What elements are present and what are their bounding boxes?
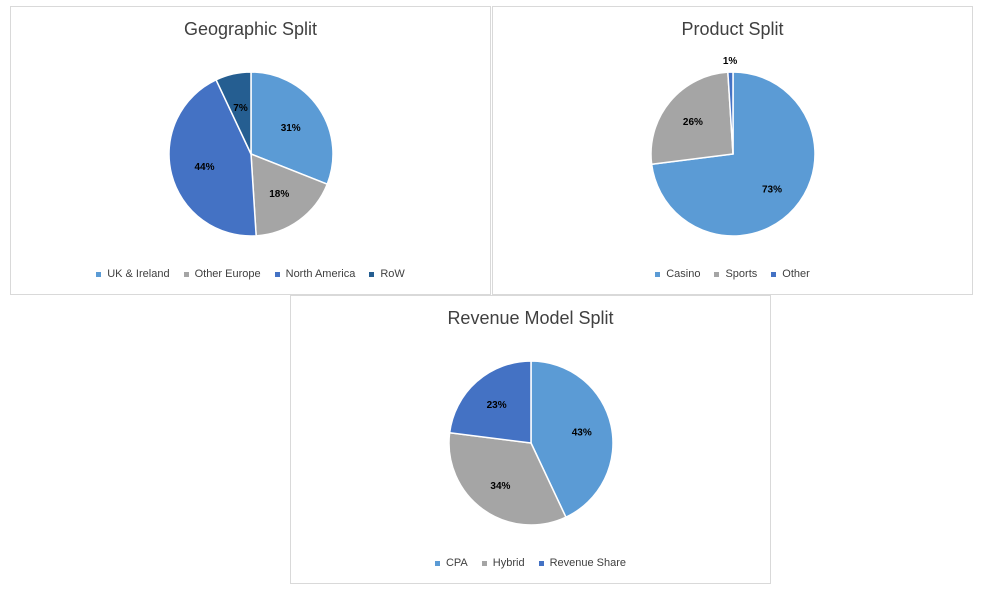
legend-swatch (655, 271, 661, 277)
legend-swatch (538, 560, 544, 566)
geographic-split-chart: Geographic Split 31% 18% 44% 7% UK & Irelan… (10, 6, 491, 295)
legend: CPA Hybrid Revenue Share (291, 557, 770, 569)
data-label: 34% (490, 481, 510, 492)
legend: UK & Ireland Other Europe North America RoW (11, 268, 490, 280)
data-label: 43% (572, 428, 592, 439)
legend-label: Hybrid (492, 557, 525, 569)
legend-item: UK & Ireland (96, 268, 170, 280)
pie-slice-revenue-share (448, 360, 532, 444)
pie-slice-uk-ireland (250, 71, 334, 186)
legend: Casino Sports Other (493, 268, 972, 280)
legend-label: Revenue Share (549, 557, 627, 569)
pie-chart: 31% 18% 44% 7% (168, 71, 334, 237)
data-label: 18% (269, 189, 289, 200)
pie-slice-cpa (530, 360, 614, 519)
legend-swatch (714, 271, 720, 277)
pie-slice-row (215, 71, 252, 155)
data-label: 23% (487, 400, 507, 411)
legend-item: Sports (714, 268, 757, 280)
data-label: 7% (233, 103, 248, 114)
legend-item: Revenue Share (538, 557, 627, 569)
pie-slice-other-europe (250, 152, 329, 237)
legend-label: Sports (725, 268, 758, 280)
revenue-model-split-chart: Revenue Model Split 43% 34% 23% CPA Hybrid R… (290, 295, 771, 584)
legend-item: Hybrid (481, 557, 525, 569)
legend-item: RoW (369, 268, 405, 280)
data-label: 1% (723, 56, 738, 67)
chart-title: Product Split (681, 19, 784, 39)
pie-slice-sports (650, 71, 734, 166)
legend-item: Other (771, 268, 810, 280)
legend-swatch (481, 560, 487, 566)
legend-item: Casino (655, 268, 700, 280)
pie-slice-hybrid (448, 431, 567, 526)
legend-item: North America (274, 268, 356, 280)
legend-swatch (183, 271, 189, 277)
pie-chart: 43% 34% 23% (448, 360, 614, 526)
legend-swatch (771, 271, 777, 277)
product-split-chart: Product Split 73% 26% 1% Casino Sports Other (492, 6, 973, 295)
chart-title: Geographic Split (183, 19, 318, 39)
legend-label: North America (285, 268, 356, 280)
pie-slice-other (727, 71, 734, 155)
legend-item: Other Europe (183, 268, 261, 280)
legend-swatch (434, 560, 440, 566)
legend-swatch (369, 271, 375, 277)
data-label: 26% (683, 117, 703, 128)
legend-label: Other (782, 268, 810, 280)
legend-label: RoW (380, 268, 405, 280)
legend-item: CPA (434, 557, 468, 569)
legend-label: Casino (666, 268, 701, 280)
legend-label: CPA (445, 557, 468, 569)
data-label: 31% (281, 123, 301, 134)
chart-title: Revenue Model Split (447, 308, 614, 328)
legend-swatch (96, 271, 102, 277)
legend-swatch (274, 271, 280, 277)
legend-label: UK & Ireland (107, 268, 170, 280)
legend-label: Other Europe (194, 268, 261, 280)
pie-chart: 73% 26% 1% (650, 56, 816, 237)
data-label: 44% (195, 162, 215, 173)
data-label: 73% (762, 184, 782, 195)
